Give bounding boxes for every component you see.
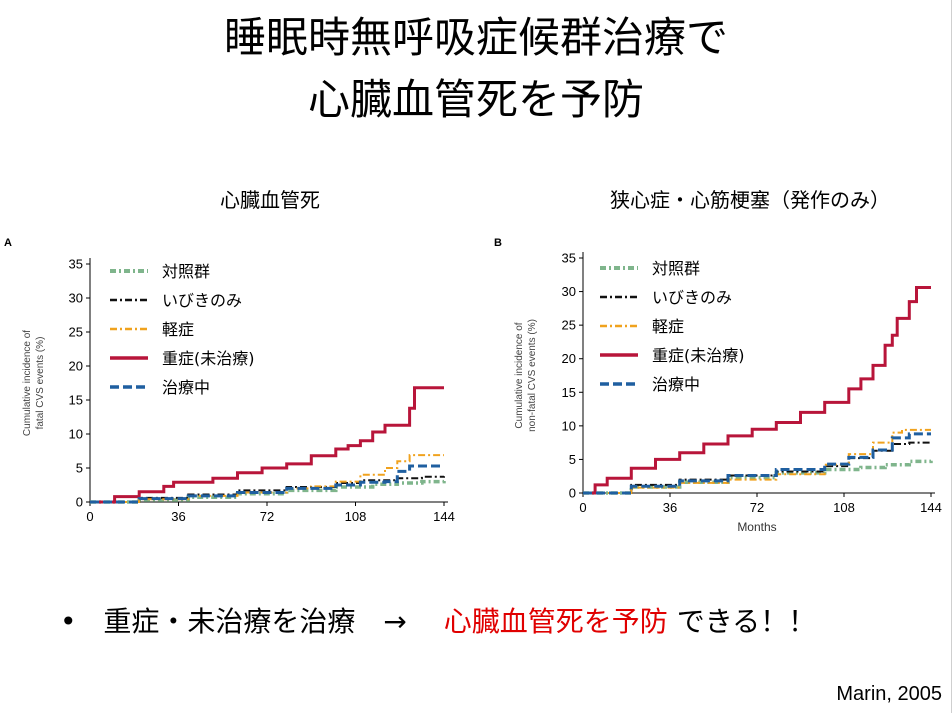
y-tick-label: 5 (76, 461, 83, 476)
x-tick-label: 0 (579, 500, 586, 515)
legend-label: 軽症 (652, 317, 684, 336)
bullet-text-red: 心臓血管死を予防 (443, 605, 668, 638)
chart-a: A 0 5 10 15 20 25 30 35 0 36 72 108 144 Cumulative inc… (4, 237, 455, 524)
legend-label: いびきのみ (162, 291, 242, 310)
y-axis-label: Cumulative incidence of fatal CVS events … (22, 330, 46, 436)
legend-label: 対照群 (162, 262, 210, 281)
y-tick-label: 5 (569, 452, 576, 467)
series-line (583, 459, 933, 495)
slide-title-line1: 睡眠時無呼吸症候群治療で (223, 13, 728, 62)
series-line (583, 428, 931, 494)
legend-label: 治療中 (652, 375, 700, 394)
y-tick-label: 25 (69, 325, 83, 340)
bullet-text-tail: できる！！ (676, 605, 817, 638)
chart-b-subtitle: 狭心症・心筋梗塞（発作のみ） (610, 188, 890, 212)
legend-label: 重症(未治療) (652, 346, 745, 365)
y-tick-label: 25 (562, 318, 576, 333)
panel-letter: A (4, 237, 12, 249)
legend-label: 対照群 (652, 259, 700, 278)
series-line (583, 432, 931, 495)
series-line (90, 464, 444, 504)
slide-title-line2: 心臓血管死を予防 (307, 75, 644, 124)
x-tick-label: 108 (833, 500, 855, 515)
conclusion-bullet: • 重症・未治療を治療 → 心臓血管死を予防 できる！！ (60, 600, 816, 640)
x-tick-label: 72 (260, 509, 274, 524)
series-line (583, 286, 931, 495)
y-tick-label: 30 (562, 284, 576, 299)
legend-label: 重症(未治療) (162, 349, 255, 368)
y-tick-label: 30 (69, 291, 83, 306)
legend-label: いびきのみ (652, 288, 732, 307)
x-axis-label: Months (737, 520, 776, 534)
y-tick-label: 10 (562, 418, 576, 433)
x-tick-label: 144 (433, 509, 455, 524)
y-tick-label: 20 (69, 359, 83, 374)
x-tick-label: 0 (86, 509, 93, 524)
x-tick-label: 36 (663, 500, 677, 515)
y-tick-label: 0 (76, 495, 83, 510)
y-tick-label: 0 (569, 486, 576, 501)
bullet-marker: • (60, 605, 77, 638)
y-tick-label: 15 (69, 393, 83, 408)
y-tick-label: 10 (69, 427, 83, 442)
bullet-text-black: 重症・未治療を治療 → (103, 605, 435, 638)
legend-label: 軽症 (162, 320, 194, 339)
citation: Marin, 2005 (836, 683, 942, 705)
chart-b: B 0 5 10 15 20 25 30 35 0 36 72 108 144 Cumulative inc… (494, 237, 942, 534)
x-tick-label: 108 (345, 509, 367, 524)
y-tick-label: 20 (562, 351, 576, 366)
panel-letter: B (494, 237, 502, 249)
chart-a-subtitle: 心臓血管死 (220, 188, 320, 212)
x-tick-label: 36 (171, 509, 185, 524)
y-tick-label: 15 (562, 385, 576, 400)
y-tick-label: 35 (562, 251, 576, 266)
y-tick-label: 35 (69, 257, 83, 272)
y-axis-label: Cumulative incidence of non-fatal CVS eve… (514, 319, 538, 432)
series-line (90, 386, 444, 504)
x-tick-label: 144 (920, 500, 942, 515)
x-tick-label: 72 (750, 500, 764, 515)
legend-label: 治療中 (162, 378, 210, 397)
